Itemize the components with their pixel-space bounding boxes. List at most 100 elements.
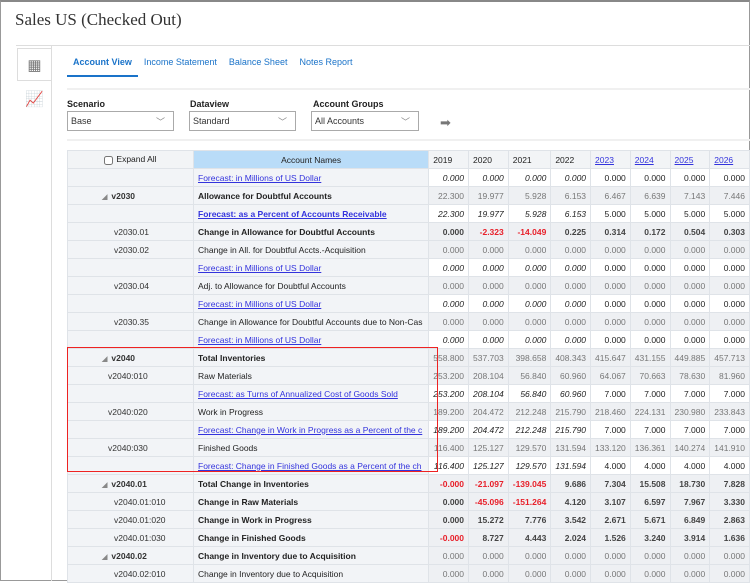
year-header[interactable]: 2024 bbox=[629, 150, 671, 169]
tab-notes-report[interactable]: Notes Report bbox=[299, 57, 353, 67]
value-cell[interactable]: 0.000 bbox=[629, 330, 671, 349]
forecast-method-link[interactable]: Forecast: Change in Work in Progress as … bbox=[198, 424, 423, 435]
value-cell[interactable]: 5.000 bbox=[629, 204, 671, 223]
value-cell: 7.776 bbox=[507, 510, 552, 529]
account-code bbox=[67, 294, 194, 313]
collapse-triangle-icon[interactable]: ◢ bbox=[102, 553, 108, 561]
year-header[interactable]: 2026 bbox=[709, 150, 750, 169]
value-cell[interactable]: 5.000 bbox=[669, 204, 711, 223]
value-cell[interactable]: 7.000 bbox=[629, 384, 671, 403]
tab-balance-sheet[interactable]: Balance Sheet bbox=[228, 57, 288, 67]
account-name: Raw Materials bbox=[192, 366, 430, 385]
forecast-method-link[interactable]: Forecast: in Millions of US Dollar bbox=[198, 298, 322, 309]
value-cell: 116.400 bbox=[428, 456, 470, 475]
expand-all-header[interactable]: Expand All bbox=[67, 150, 194, 169]
account-name-text: Change in Inventory due to Acquisition bbox=[198, 568, 344, 579]
value-cell[interactable]: 7.000 bbox=[590, 384, 631, 403]
value-cell: 0.000 bbox=[550, 312, 592, 331]
account-name: Forecast: Change in Finished Goods as a … bbox=[192, 456, 430, 475]
account-code bbox=[67, 420, 194, 439]
value-cell[interactable]: 0.000 bbox=[669, 294, 711, 313]
value-cell[interactable]: 4.000 bbox=[669, 456, 711, 475]
account-name: Forecast: as Turns of Annualized Cost of… bbox=[192, 384, 430, 403]
forecast-method-link[interactable]: Forecast: as a Percent of Accounts Recei… bbox=[198, 208, 387, 219]
value-cell[interactable]: 0.000 bbox=[629, 258, 671, 277]
tab-account-view[interactable]: Account View bbox=[67, 54, 138, 77]
value-cell[interactable]: 0.000 bbox=[669, 258, 711, 277]
account-name-text: Total Change in Inventories bbox=[198, 478, 309, 489]
value-cell[interactable]: 0.000 bbox=[709, 168, 750, 187]
value-cell: 0.000 bbox=[550, 330, 592, 349]
forecast-method-link[interactable]: Forecast: as Turns of Annualized Cost of… bbox=[198, 388, 398, 399]
forecast-method-link[interactable]: Forecast: in Millions of US Dollar bbox=[198, 334, 322, 345]
divider bbox=[67, 139, 750, 141]
value-cell: 22.300 bbox=[428, 204, 470, 223]
account-code: v2030.01 bbox=[67, 222, 194, 241]
value-cell[interactable]: 0.000 bbox=[709, 330, 750, 349]
value-cell[interactable]: 4.000 bbox=[629, 456, 671, 475]
account-code bbox=[67, 384, 194, 403]
value-cell: 0.000 bbox=[428, 276, 470, 295]
value-cell: 215.790 bbox=[550, 420, 592, 439]
value-cell[interactable]: 4.000 bbox=[590, 456, 631, 475]
account-name-text: Total Inventories bbox=[198, 352, 266, 363]
collapse-triangle-icon[interactable]: ◢ bbox=[102, 193, 108, 201]
value-cell[interactable]: 7.000 bbox=[669, 420, 711, 439]
value-cell: 215.790 bbox=[550, 402, 592, 421]
value-cell: 131.594 bbox=[550, 456, 592, 475]
account-code-text: v2030 bbox=[111, 190, 136, 201]
value-cell[interactable]: 0.000 bbox=[590, 258, 631, 277]
value-cell: -139.045 bbox=[507, 474, 552, 493]
value-cell[interactable]: 0.000 bbox=[590, 330, 631, 349]
go-arrow-button[interactable]: ➡ bbox=[440, 115, 451, 131]
value-cell: 449.885 bbox=[669, 348, 711, 367]
value-cell: 0.225 bbox=[550, 222, 592, 241]
value-cell[interactable]: 7.000 bbox=[709, 384, 750, 403]
scenario-value: Base bbox=[71, 116, 92, 126]
account-code-text: v2030.02 bbox=[114, 244, 149, 255]
value-cell[interactable]: 0.000 bbox=[709, 258, 750, 277]
value-cell[interactable]: 7.000 bbox=[709, 420, 750, 439]
year-header: 2022 bbox=[550, 150, 592, 169]
dataview-select[interactable]: Standard ﹀ bbox=[189, 111, 296, 131]
account-name-text: Change in Finished Goods bbox=[198, 532, 306, 543]
account-groups-select[interactable]: All Accounts ﹀ bbox=[311, 111, 419, 131]
value-cell[interactable]: 0.000 bbox=[669, 330, 711, 349]
value-cell: 8.727 bbox=[468, 528, 509, 547]
value-cell: 2.863 bbox=[709, 510, 750, 529]
tab-income-statement[interactable]: Income Statement bbox=[143, 57, 217, 67]
value-cell[interactable]: 0.000 bbox=[629, 294, 671, 313]
value-cell[interactable]: 7.000 bbox=[669, 384, 711, 403]
value-cell[interactable]: 0.000 bbox=[629, 168, 671, 187]
value-cell: 56.840 bbox=[507, 366, 552, 385]
forecast-method-link[interactable]: Forecast: in Millions of US Dollar bbox=[198, 172, 322, 183]
year-header[interactable]: 2025 bbox=[669, 150, 711, 169]
value-cell[interactable]: 7.000 bbox=[629, 420, 671, 439]
table-row: v2030.04 Adj. to Allowance for Doubtful A… bbox=[67, 276, 750, 295]
collapse-triangle-icon[interactable]: ◢ bbox=[102, 355, 108, 363]
value-cell: 6.467 bbox=[590, 186, 631, 205]
value-cell: 253.200 bbox=[428, 384, 470, 403]
value-cell[interactable]: 0.000 bbox=[709, 294, 750, 313]
account-names-header[interactable]: Account Names bbox=[192, 150, 430, 169]
expand-all-checkbox[interactable] bbox=[104, 155, 114, 165]
value-cell: 537.703 bbox=[468, 348, 509, 367]
chart-view-button[interactable]: 📈 bbox=[17, 82, 52, 115]
account-name: Change in Work in Progress bbox=[192, 510, 430, 529]
scenario-select[interactable]: Base ﹀ bbox=[67, 111, 174, 131]
value-cell[interactable]: 0.000 bbox=[590, 294, 631, 313]
value-cell[interactable]: 7.000 bbox=[590, 420, 631, 439]
grid-view-button[interactable]: ▦ bbox=[17, 48, 52, 81]
value-cell[interactable]: 0.000 bbox=[590, 168, 631, 187]
value-cell[interactable]: 4.000 bbox=[709, 456, 750, 475]
value-cell[interactable]: 0.000 bbox=[669, 168, 711, 187]
forecast-method-link[interactable]: Forecast: Change in Finished Goods as a … bbox=[198, 460, 422, 471]
value-cell: 0.000 bbox=[468, 564, 509, 583]
value-cell[interactable]: 5.000 bbox=[590, 204, 631, 223]
value-cell[interactable]: 5.000 bbox=[709, 204, 750, 223]
value-cell: 204.472 bbox=[468, 420, 509, 439]
collapse-triangle-icon[interactable]: ◢ bbox=[102, 481, 108, 489]
value-cell: 208.104 bbox=[468, 366, 509, 385]
year-header[interactable]: 2023 bbox=[590, 150, 631, 169]
forecast-method-link[interactable]: Forecast: in Millions of US Dollar bbox=[198, 262, 322, 273]
